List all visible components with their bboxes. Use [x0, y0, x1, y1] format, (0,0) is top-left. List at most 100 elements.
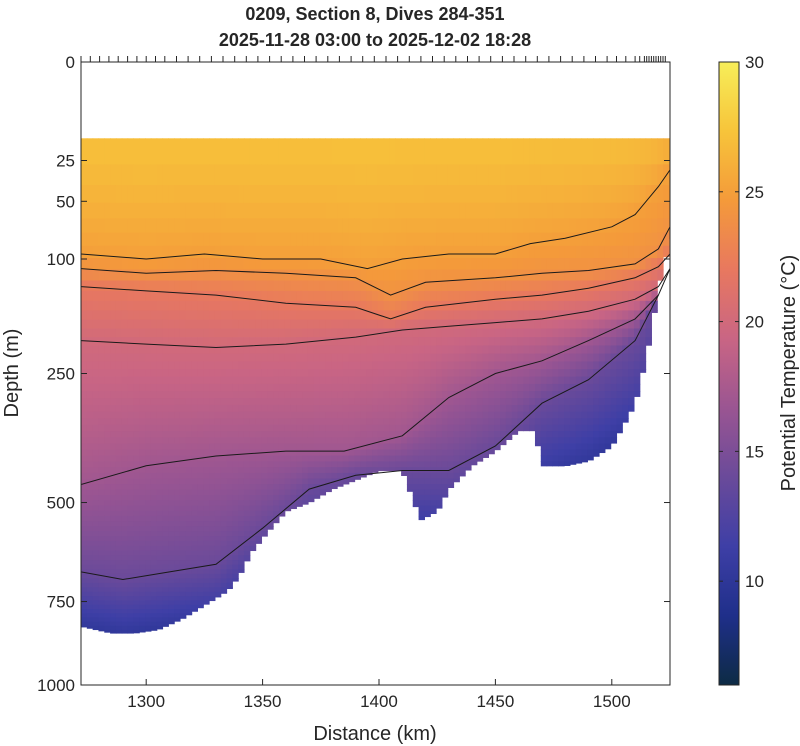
field-cell [465, 353, 472, 363]
field-cell [465, 455, 472, 462]
field-cell [162, 461, 169, 468]
y-tick-label: 100 [47, 250, 75, 269]
field-cell [511, 232, 519, 247]
field-cell [436, 398, 443, 406]
field-cell [290, 361, 297, 370]
field-cell [296, 361, 303, 370]
field-cell [115, 478, 123, 485]
field-cell [505, 376, 513, 385]
field-cell [424, 280, 431, 292]
field-cell [645, 218, 652, 234]
field-cell [307, 489, 315, 496]
field-cell [226, 545, 233, 552]
field-cell [115, 555, 123, 561]
field-cell [302, 353, 309, 363]
field-cell [500, 424, 507, 432]
field-cell [453, 437, 460, 445]
field-cell [470, 280, 478, 292]
field-cell [488, 398, 495, 406]
field-cell [98, 494, 105, 501]
field-cell [191, 582, 198, 588]
field-cell [255, 138, 263, 165]
field-cell [500, 269, 507, 282]
field-cell [209, 164, 216, 186]
field-cell [261, 455, 268, 462]
field-cell [92, 617, 100, 623]
chart-title: 0209, Section 8, Dives 284-351 [245, 4, 504, 24]
field-cell [377, 443, 385, 451]
field-cell [307, 290, 315, 302]
field-cell [383, 383, 391, 392]
field-cell [185, 328, 193, 338]
field-cell [197, 467, 204, 474]
field-cell [453, 391, 460, 399]
field-cell [185, 510, 193, 517]
field-cell [232, 505, 239, 512]
field-cell [360, 472, 367, 478]
field-cell [430, 232, 437, 247]
field-cell [587, 376, 594, 385]
field-cell [418, 353, 425, 363]
field-cell [267, 138, 274, 165]
field-cell [203, 361, 210, 370]
field-cell [639, 232, 647, 247]
field-cell [232, 555, 239, 561]
field-cell [668, 202, 670, 219]
field-cell [307, 369, 315, 378]
field-cell [476, 269, 484, 282]
field-cell [209, 258, 216, 271]
field-cell [214, 185, 222, 204]
field-cell [81, 310, 88, 321]
field-cell [552, 202, 559, 219]
field-cell [179, 600, 187, 606]
field-cell [546, 369, 554, 378]
field-cell [331, 138, 338, 165]
field-cell [145, 232, 152, 247]
field-cell [98, 578, 105, 584]
field-cell [441, 138, 449, 165]
field-cell [273, 443, 280, 451]
field-cell [115, 418, 123, 426]
field-cell [581, 269, 588, 282]
field-cell [185, 494, 193, 501]
field-cell [174, 443, 181, 451]
field-cell [424, 391, 431, 399]
field-cell [255, 515, 263, 522]
field-cell [558, 376, 565, 385]
field-cell [168, 617, 175, 623]
field-cell [273, 449, 280, 457]
field-cell [639, 353, 647, 363]
field-cell [226, 467, 233, 474]
field-cell [209, 582, 216, 588]
field-cell [564, 383, 571, 392]
field-cell [92, 521, 100, 527]
field-cell [191, 489, 198, 496]
field-cell [238, 500, 245, 507]
field-cell [500, 290, 507, 302]
field-cell [331, 258, 338, 271]
field-cell [203, 290, 210, 302]
field-cell [278, 505, 286, 512]
field-cell [284, 245, 292, 259]
field-cell [360, 280, 367, 292]
field-cell [302, 245, 309, 259]
field-cell [121, 521, 129, 527]
field-cell [197, 521, 204, 527]
field-cell [174, 550, 181, 556]
field-cell [482, 411, 490, 419]
field-cell [505, 418, 513, 426]
field-cell [581, 449, 588, 457]
field-cell [424, 484, 431, 491]
field-cell [406, 280, 414, 292]
field-cell [302, 398, 309, 406]
field-cell [639, 218, 647, 234]
field-cell [139, 609, 146, 614]
field-cell [302, 494, 309, 501]
field-cell [383, 467, 391, 472]
field-cell [616, 185, 623, 204]
field-cell [581, 461, 588, 463]
field-cell [81, 319, 88, 330]
field-cell [383, 345, 391, 355]
field-cell [133, 521, 140, 527]
field-cell [133, 310, 140, 321]
